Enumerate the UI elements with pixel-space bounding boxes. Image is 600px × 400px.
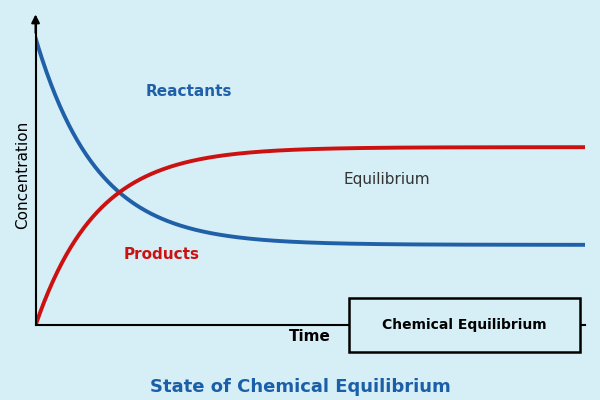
Text: Reactants: Reactants [145, 84, 232, 99]
Text: Products: Products [124, 247, 199, 262]
Text: State of Chemical Equilibrium: State of Chemical Equilibrium [149, 378, 451, 396]
X-axis label: Time: Time [289, 330, 331, 344]
Y-axis label: Concentration: Concentration [15, 120, 30, 228]
Text: Chemical Equilibrium: Chemical Equilibrium [382, 318, 547, 332]
FancyBboxPatch shape [349, 298, 580, 352]
Text: Equilibrium: Equilibrium [343, 172, 430, 186]
